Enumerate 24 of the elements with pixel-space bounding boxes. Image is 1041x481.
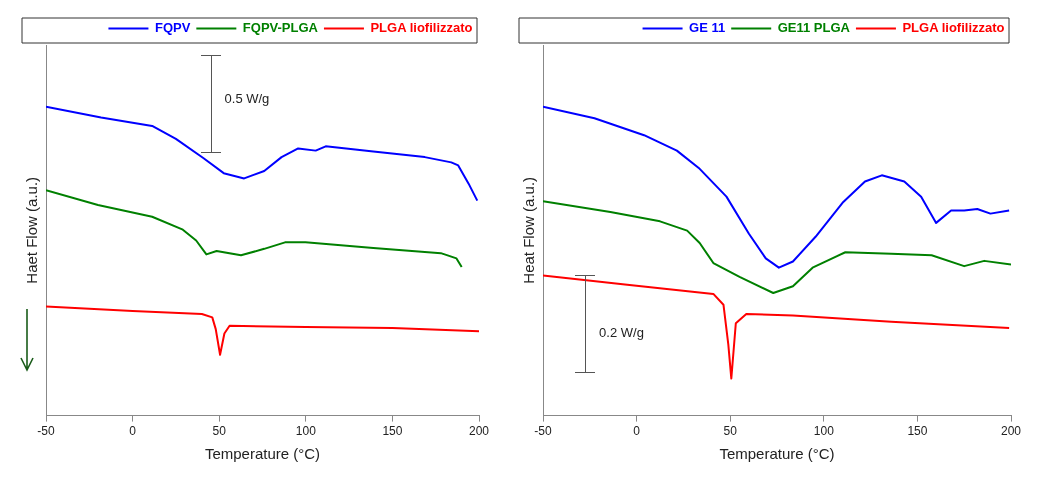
x-tick-label: 0 <box>129 424 137 439</box>
text: 0.5 W/g <box>224 90 270 106</box>
legend-label: GE11 PLGA <box>777 20 851 36</box>
x-tick-label: 150 <box>907 424 928 439</box>
x-tick-label: 100 <box>295 424 317 439</box>
x-axis-title: Temperature (°C) <box>719 445 835 463</box>
x-tick-label: 100 <box>813 424 835 439</box>
annotation: 0.2 W/g <box>599 325 644 341</box>
legend-label: FQPV-PLGA <box>242 20 319 36</box>
x-tick-label: 200 <box>1000 424 1022 439</box>
x-axis-title: Temperature (°C) <box>204 445 321 463</box>
legend-label: PLGA liofilizzato <box>370 20 473 36</box>
x-tick-label: 200 <box>468 424 490 439</box>
x-tick-label: -50 <box>37 424 55 439</box>
x-tick-label: 150 <box>382 424 403 439</box>
legend-label: PLGA liofilizzato <box>902 20 1005 36</box>
x-tick-label: -50 <box>534 424 552 439</box>
y-axis-title: Heat Flow (a.u.) <box>520 176 538 284</box>
legend-label: FQPV <box>154 20 191 36</box>
x-tick-label: 50 <box>723 424 738 439</box>
legend-label: GE 11 <box>689 20 726 36</box>
y-axis-title: Haet Flow (a.u.) <box>23 176 41 284</box>
x-tick-label: 50 <box>212 424 227 439</box>
x-tick-label: 0 <box>633 424 641 439</box>
